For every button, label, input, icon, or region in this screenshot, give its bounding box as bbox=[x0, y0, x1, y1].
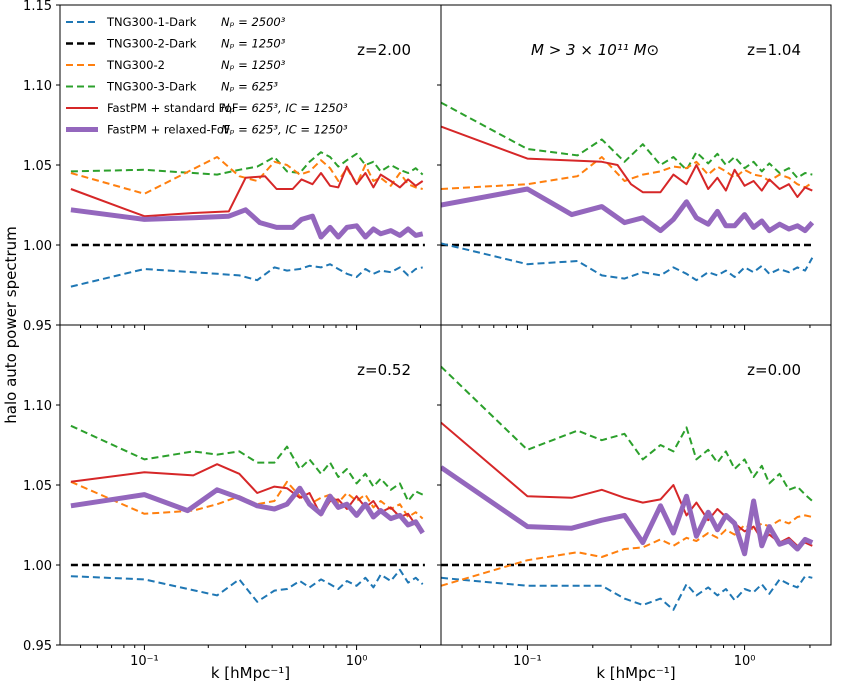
x-tick-label: 10⁰ bbox=[346, 654, 368, 669]
legend-param: Nₚ = 625³ bbox=[221, 80, 278, 94]
series-tng3-panel-3 bbox=[70, 424, 424, 502]
mass-cut-annotation: M > 3 × 10¹¹ M⊙ bbox=[531, 41, 659, 59]
y-axis-label: halo auto power spectrum bbox=[2, 226, 20, 423]
x-tick-label: 10⁻¹ bbox=[513, 654, 542, 669]
y-tick-label: 1.10 bbox=[23, 399, 52, 414]
series-relaxed-panel-2 bbox=[441, 186, 815, 234]
legend-label: TNG300-3-Dark bbox=[106, 80, 197, 94]
series-tng3-panel-4 bbox=[441, 365, 813, 502]
legend-param: Nₚ = 1250³ bbox=[221, 37, 286, 51]
y-tick-label: 1.10 bbox=[23, 79, 52, 94]
series-relaxed-panel-3 bbox=[70, 485, 425, 535]
legend-label: FastPM + standard FoF bbox=[107, 101, 238, 115]
legend-label: TNG300-2 bbox=[106, 58, 165, 72]
redshift-label: z=1.04 bbox=[747, 41, 801, 59]
series-std-panel-1 bbox=[70, 165, 424, 218]
x-tick-label: 10⁰ bbox=[734, 654, 756, 669]
series-tng3-panel-2 bbox=[441, 101, 813, 179]
legend-param: Nₚ = 625³, IC = 1250³ bbox=[221, 123, 348, 137]
y-tick-label: 1.05 bbox=[23, 159, 52, 174]
redshift-label: z=0.00 bbox=[747, 361, 801, 379]
series-relaxed-panel-1 bbox=[70, 207, 424, 240]
y-tick-label: 0.95 bbox=[23, 319, 52, 334]
legend-param: Nₚ = 1250³ bbox=[221, 58, 286, 72]
x-axis-label: k [hMpc⁻¹] bbox=[596, 664, 675, 682]
y-tick-label: 1.05 bbox=[23, 479, 52, 494]
series-tng3-panel-1 bbox=[70, 151, 424, 176]
legend-label: TNG300-1-Dark bbox=[106, 15, 197, 29]
legend-label: FastPM + relaxed-FoF bbox=[107, 123, 231, 137]
panels: z=2.00 0.95 1.00 1.05 1.10 1.15 z=1.04 M > 3 × … bbox=[23, 0, 832, 682]
legend-label: TNG300-2-Dark bbox=[106, 37, 197, 51]
series-tng2-panel-4 bbox=[441, 514, 813, 587]
panel-3: z=0.52 0.95 1.00 1.05 1.10 10⁻¹ 10⁰ k [hMpc⁻¹] bbox=[23, 324, 442, 682]
redshift-label: z=0.52 bbox=[357, 361, 411, 379]
series-tng1-panel-1 bbox=[70, 263, 423, 288]
panel-4: z=0.00 10⁻¹ 10⁰ k [hMpc⁻¹] bbox=[437, 324, 832, 682]
legend-param: Nₚ = 2500³ bbox=[221, 15, 286, 29]
series-std-panel-2 bbox=[441, 125, 813, 198]
redshift-label: z=2.00 bbox=[357, 41, 411, 59]
legend-entry-tng2: TNG300-2 Nₚ = 1250³ bbox=[66, 58, 286, 72]
x-axis-label: k [hMpc⁻¹] bbox=[211, 664, 290, 682]
y-tick-label: 1.15 bbox=[23, 0, 52, 14]
x-tick-label: 10⁻¹ bbox=[130, 654, 159, 669]
legend-param: Nₚ = 625³, IC = 1250³ bbox=[221, 101, 348, 115]
y-tick-label: 1.00 bbox=[23, 239, 52, 254]
legend-entry-tng1: TNG300-1-Dark Nₚ = 2500³ bbox=[66, 15, 286, 29]
legend-entry-tng3: TNG300-3-Dark Nₚ = 625³ bbox=[66, 80, 278, 94]
legend-entry-tng2dark: TNG300-2-Dark Nₚ = 1250³ bbox=[66, 37, 286, 51]
panel-2: z=1.04 M > 3 × 10¹¹ M⊙ bbox=[437, 4, 832, 330]
series-tng1-panel-3 bbox=[70, 568, 424, 603]
y-tick-label: 1.00 bbox=[23, 559, 52, 574]
series-tng2-panel-2 bbox=[441, 156, 813, 190]
series-tng1-panel-2 bbox=[441, 242, 814, 282]
y-tick-label: 0.95 bbox=[23, 639, 52, 654]
series-relaxed-panel-4 bbox=[441, 465, 814, 557]
series-tng1-panel-4 bbox=[441, 575, 813, 611]
legend: TNG300-1-Dark Nₚ = 2500³ TNG300-2-Dark Nₚ =… bbox=[66, 15, 348, 137]
